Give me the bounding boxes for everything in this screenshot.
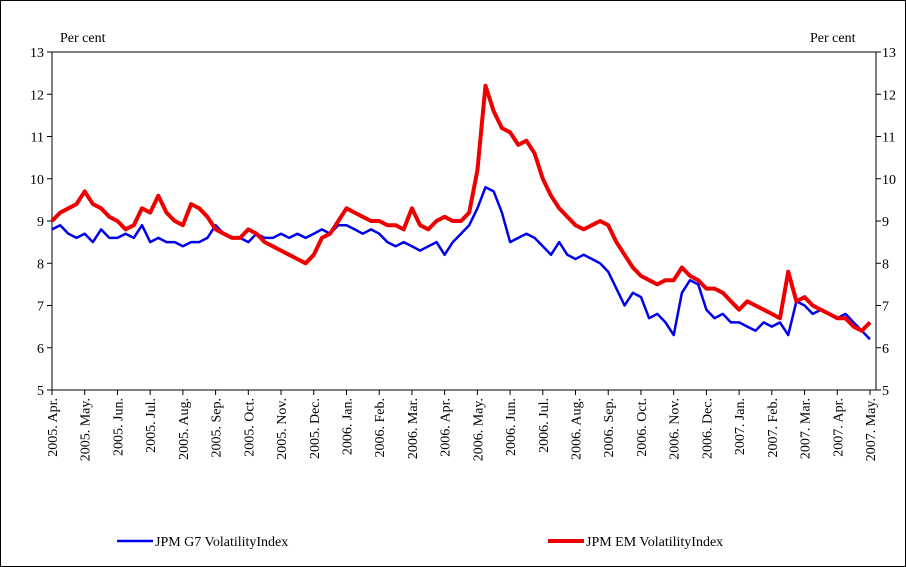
series-line xyxy=(51,185,871,341)
x-tick-label: 2006. Oct. xyxy=(635,398,650,457)
x-tick-label: 2006. Mar. xyxy=(406,398,421,459)
y-tick-label: 12 xyxy=(30,88,44,103)
x-tick-label: 2005. Oct. xyxy=(242,398,257,457)
x-tick-label: 2005. Aug. xyxy=(177,398,192,460)
y2-tick-label: 7 xyxy=(882,300,889,315)
x-tick-label: 2005. Apr. xyxy=(46,398,61,457)
y2-tick-label: 5 xyxy=(882,384,889,399)
legend-label: JPM G7 VolatilityIndex xyxy=(155,535,288,550)
x-tick-label: 2005. Sep. xyxy=(210,398,225,458)
x-tick-label: 2006. Jan. xyxy=(340,398,355,455)
x-tick-label: 2005. Nov. xyxy=(275,398,290,460)
y2-tick-label: 6 xyxy=(882,342,889,357)
x-tick-label: 2007. May. xyxy=(864,398,879,461)
y-tick-label: 11 xyxy=(31,131,44,146)
x-tick-label: 2006. Apr. xyxy=(439,398,454,457)
y2-axis-label: Per cent xyxy=(810,31,856,46)
y-tick-label: 10 xyxy=(30,173,44,188)
x-tick-label: 2006. May. xyxy=(471,398,486,461)
series-line xyxy=(50,83,872,333)
x-tick-label: 2006. Dec. xyxy=(700,398,715,459)
y2-tick-label: 13 xyxy=(882,46,896,61)
x-tick-label: 2005. Dec. xyxy=(308,398,323,459)
x-tick-label: 2007. Jan. xyxy=(733,398,748,455)
x-tick-label: 2007. Mar. xyxy=(799,398,814,459)
y-tick-label: 13 xyxy=(30,46,44,61)
x-tick-label: 2005. May. xyxy=(79,398,94,461)
x-tick-label: 2005. Jun. xyxy=(111,398,126,456)
x-tick-label: 2006. Jun. xyxy=(504,398,519,456)
y-tick-label: 6 xyxy=(37,342,44,357)
y-tick-label: 9 xyxy=(37,215,44,230)
y2-tick-label: 11 xyxy=(882,131,895,146)
x-tick-label: 2007. Feb. xyxy=(766,398,781,458)
x-tick-label: 2006. Feb. xyxy=(373,398,388,458)
y-tick-label: 7 xyxy=(37,300,44,315)
y-tick-label: 5 xyxy=(37,384,44,399)
y2-tick-label: 8 xyxy=(882,257,889,272)
x-tick-label: 2006. Sep. xyxy=(602,398,617,458)
x-tick-label: 2006. Aug. xyxy=(570,398,585,460)
x-tick-label: 2006. Nov. xyxy=(668,398,683,460)
y-tick-label: 8 xyxy=(37,257,44,272)
x-tick-label: 2007. Apr. xyxy=(831,398,846,457)
y2-tick-label: 12 xyxy=(882,88,896,103)
y2-tick-label: 9 xyxy=(882,215,889,230)
y-axis-label: Per cent xyxy=(60,31,106,46)
x-tick-label: 2006. Jul. xyxy=(537,398,552,453)
legend-label: JPM EM VolatilityIndex xyxy=(586,535,723,550)
x-tick-label: 2005. Jul. xyxy=(144,398,159,453)
y2-tick-label: 10 xyxy=(882,173,896,188)
